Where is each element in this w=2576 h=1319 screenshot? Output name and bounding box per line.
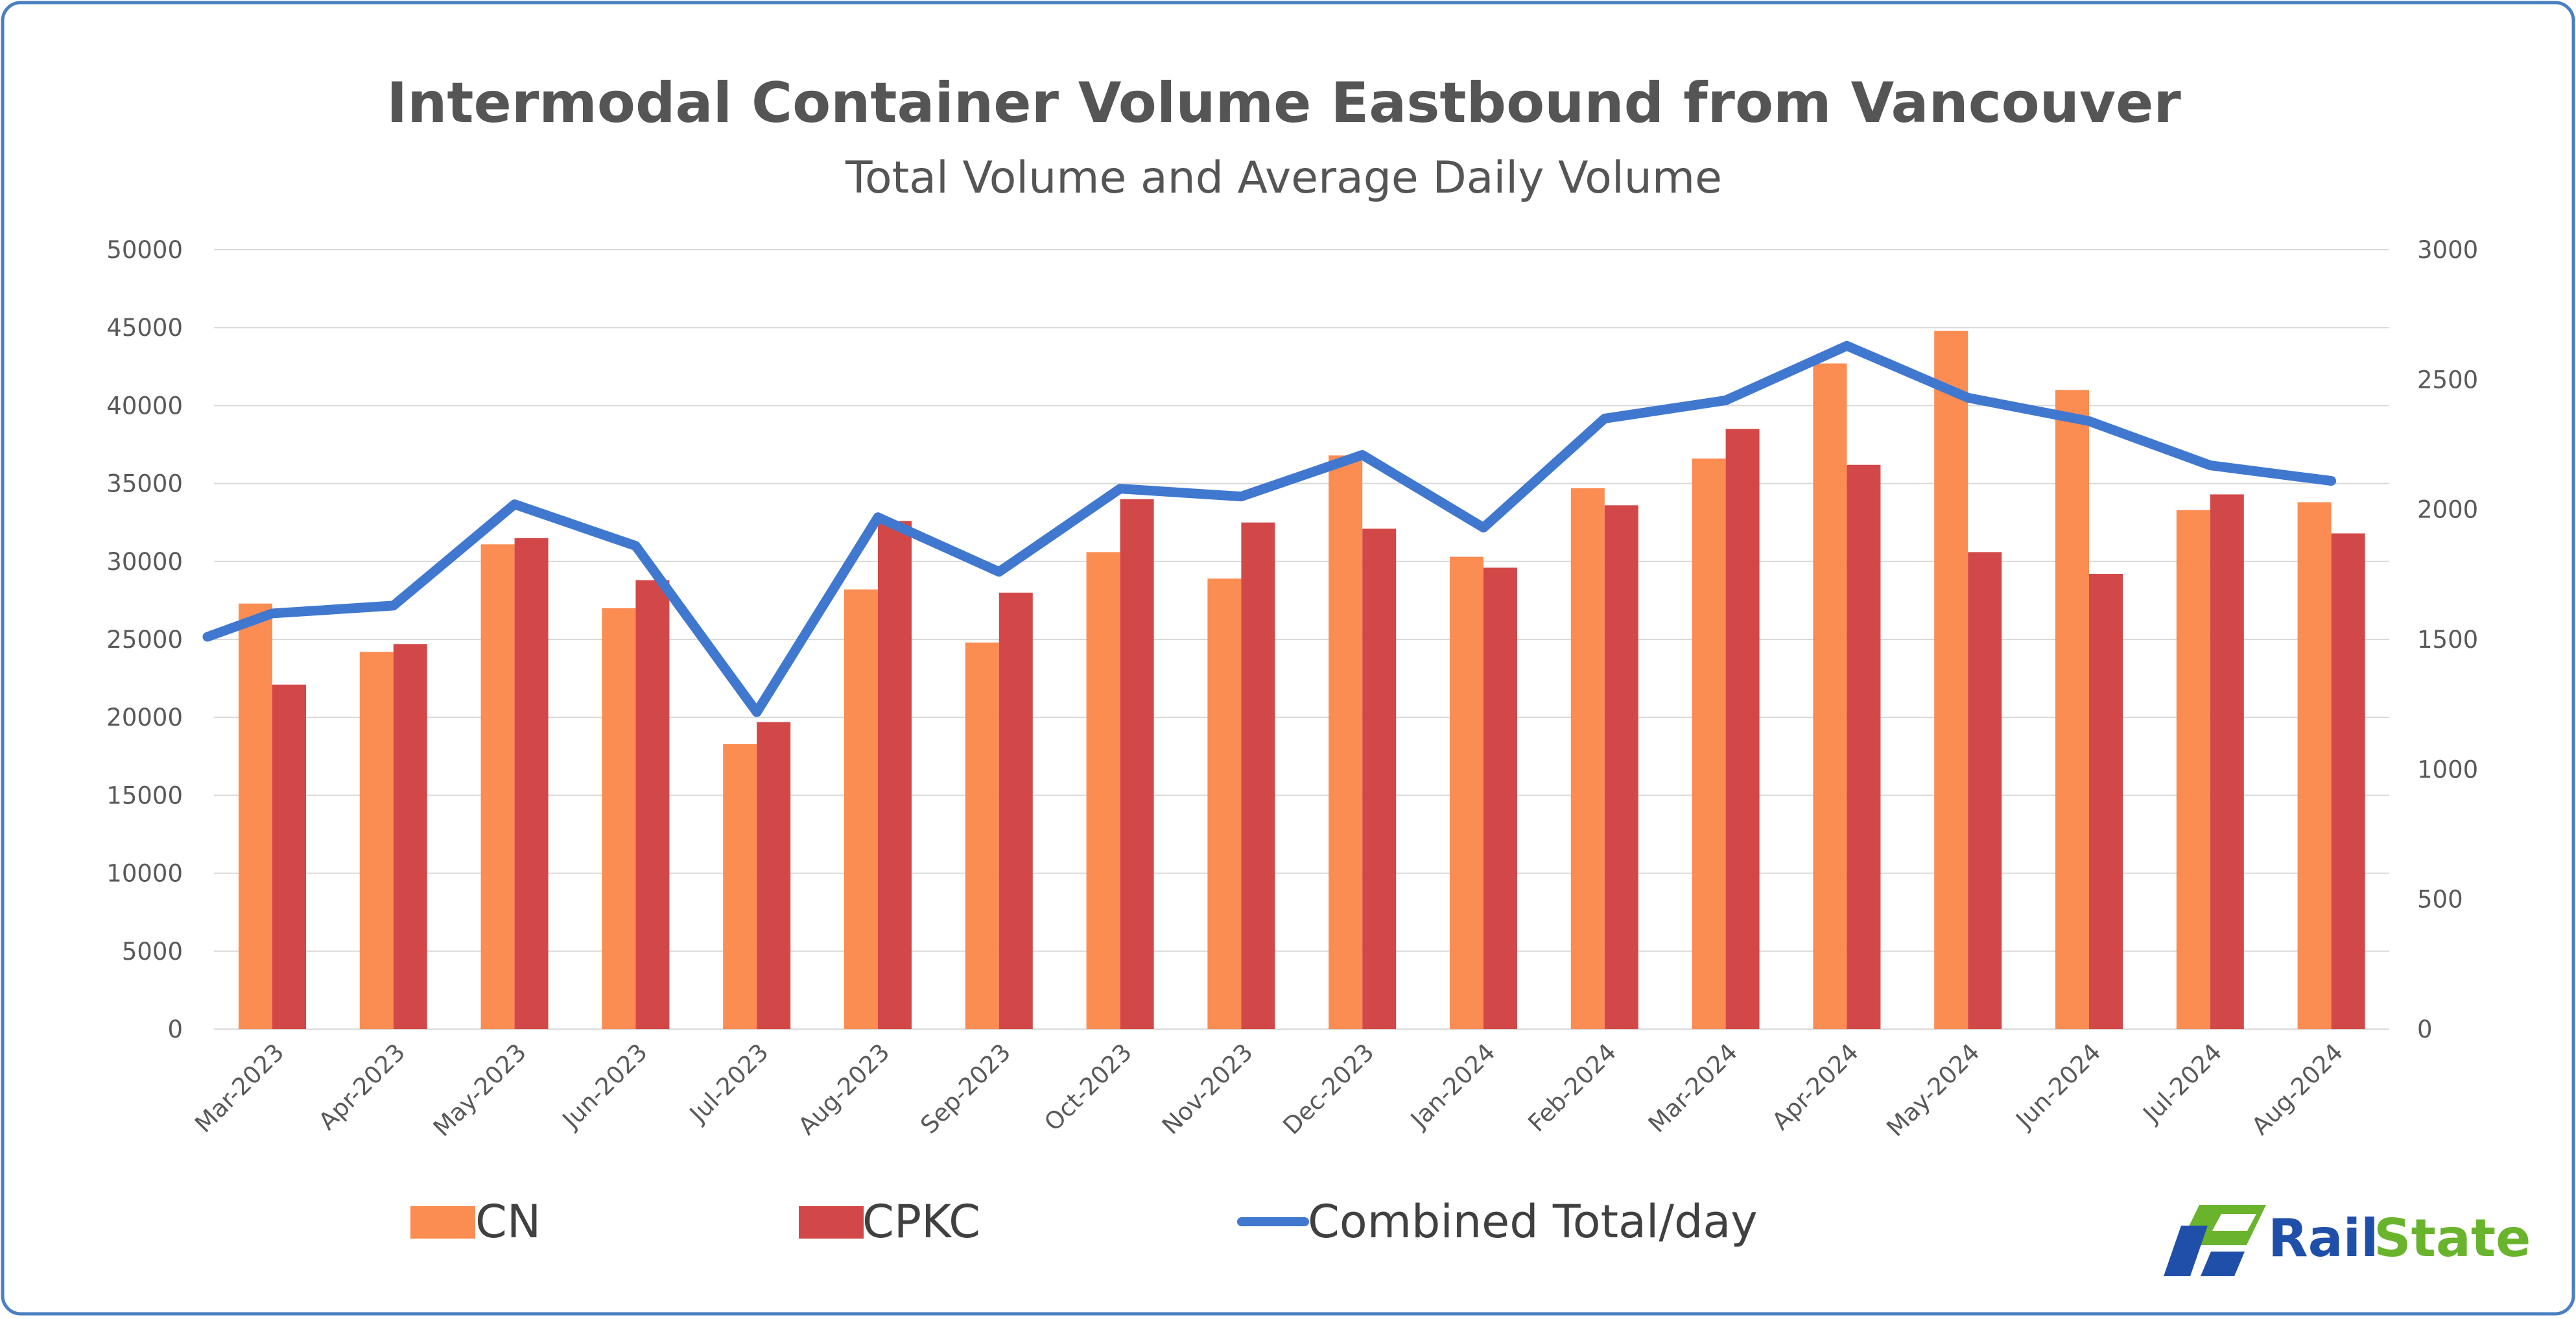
bar-cn <box>1813 363 1847 1030</box>
chart-subtitle: Total Volume and Average Daily Volume <box>845 152 1722 204</box>
line-point-combined <box>1362 454 1364 456</box>
chart-title: Intermodal Container Volume Eastbound fr… <box>386 71 2181 136</box>
brand-name-rail: Rail <box>2268 1208 2378 1268</box>
railstate-logo-icon <box>2164 1205 2266 1276</box>
legend-label-combined: Combined Total/day <box>1308 1195 1758 1248</box>
legend: CN CPKC Combined Total/day <box>410 1195 1758 1248</box>
y-left-tick-label: 35000 <box>106 470 183 498</box>
line-point-combined <box>877 516 879 518</box>
left-axis: 0 5000 10000 15000 20000 25000 30000 35000 40000… <box>106 236 183 1043</box>
y-right-tick-label: 2500 <box>2417 366 2478 394</box>
bar-cn <box>965 642 999 1029</box>
bar-cpkc <box>514 538 549 1029</box>
y-left-tick-label: 0 <box>167 1016 183 1043</box>
line-point-combined <box>2209 464 2211 466</box>
y-right-tick-label: 3000 <box>2417 236 2478 264</box>
gridlines <box>214 249 2389 1030</box>
bar-cn <box>1329 455 1363 1029</box>
bar-cn <box>480 544 515 1029</box>
bar-cpkc <box>272 684 306 1029</box>
bar-cn <box>1934 331 1968 1029</box>
line-point-combined <box>1119 488 1121 490</box>
legend-label-cn: CN <box>475 1195 541 1248</box>
line-point-combined <box>2088 420 2090 422</box>
line-point-combined <box>998 571 1000 573</box>
bar-cn <box>2297 502 2332 1029</box>
y-left-tick-label: 25000 <box>106 626 183 654</box>
line-point-combined <box>1725 399 1727 401</box>
y-right-tick-label: 500 <box>2417 886 2463 914</box>
bar-group <box>239 331 2365 1030</box>
bar-cpkc <box>1483 567 1517 1029</box>
line-point-combined <box>1603 418 1605 420</box>
bar-cn <box>239 603 272 1029</box>
bar-cn <box>1570 488 1605 1029</box>
bar-cpkc <box>1725 429 1760 1029</box>
y-right-tick-label: 1500 <box>2417 626 2478 654</box>
y-left-tick-label: 5000 <box>122 938 183 966</box>
line-point-combined <box>756 711 758 713</box>
y-left-tick-label: 15000 <box>106 781 183 809</box>
bar-cn <box>1692 458 1726 1029</box>
bar-cn <box>723 744 757 1029</box>
bar-cpkc <box>998 592 1033 1029</box>
line-point-combined <box>514 503 515 505</box>
bar-cpkc <box>878 521 912 1029</box>
y-right-tick-label: 1000 <box>2417 755 2478 783</box>
bar-cpkc <box>1847 464 1881 1029</box>
line-point-combined <box>392 604 394 606</box>
line-point-combined <box>1483 527 1484 529</box>
y-left-tick-label: 40000 <box>106 392 183 420</box>
legend-swatch-cn <box>410 1206 475 1239</box>
line-point-combined <box>635 545 637 547</box>
line-point-combined <box>1846 345 1848 347</box>
bar-cpkc <box>1604 505 1638 1029</box>
bar-cn <box>602 608 636 1029</box>
line-point-combined <box>272 612 273 614</box>
y-right-tick-label: 0 <box>2417 1016 2433 1043</box>
bar-cpkc <box>1362 529 1397 1029</box>
bar-cpkc <box>393 644 427 1029</box>
bar-cn <box>2176 510 2210 1029</box>
bar-cpkc <box>757 722 791 1029</box>
line-group <box>202 340 2337 717</box>
bar-cn <box>359 652 394 1029</box>
y-left-tick-label: 50000 <box>106 236 183 264</box>
bar-cpkc <box>1120 499 1154 1029</box>
bar-cn <box>1207 578 1242 1029</box>
line-point-combined <box>2330 480 2332 482</box>
bar-cpkc <box>2210 494 2244 1029</box>
y-left-tick-label: 45000 <box>106 314 183 342</box>
bar-cpkc <box>1241 522 1275 1029</box>
bar-cpkc <box>635 580 670 1029</box>
brand-name-state: State <box>2374 1208 2531 1268</box>
line-point-combined <box>1967 397 1969 399</box>
bar-cpkc <box>1968 552 2002 1029</box>
line-point-combined <box>1240 495 1242 497</box>
bar-cn <box>1450 556 1483 1029</box>
railstate-logo: Rail State <box>2164 1205 2531 1276</box>
y-left-tick-label: 30000 <box>106 548 183 576</box>
legend-swatch-cpkc <box>799 1206 864 1239</box>
bar-cpkc <box>2331 533 2365 1029</box>
bar-cn <box>1086 552 1120 1029</box>
right-axis: 0 500 1000 1500 2000 2500 3000 <box>2417 236 2478 1043</box>
y-left-tick-label: 10000 <box>106 860 183 888</box>
bar-cn <box>844 589 878 1029</box>
y-left-tick-label: 20000 <box>106 704 183 731</box>
y-right-tick-label: 2000 <box>2417 496 2478 524</box>
bar-cn <box>2055 390 2089 1029</box>
bar-cpkc <box>2089 574 2123 1029</box>
legend-label-cpkc: CPKC <box>862 1195 980 1248</box>
